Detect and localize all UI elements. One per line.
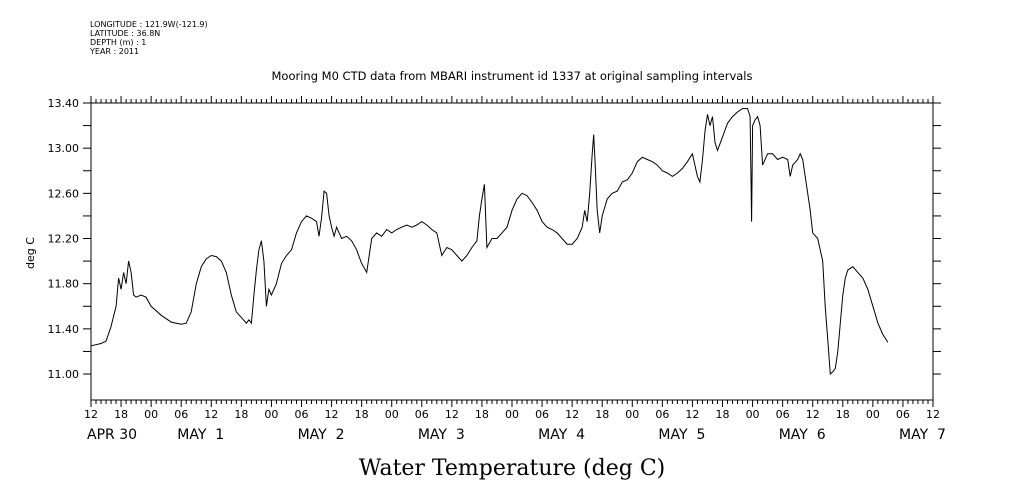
- x-tick-label: 12: [325, 408, 339, 421]
- day-labels: APR 30 MAY 1 MAY 2 MAY 3 MAY 4 MAY 5 MAY 6 MAY …: [87, 427, 946, 443]
- y-axis-label: deg C: [24, 237, 37, 269]
- metadata-block: LONGITUDE : 121.9W(-121.9) LATITUDE : 36…: [90, 20, 208, 56]
- x-tick-label: 18: [716, 408, 730, 421]
- x-tick-label: 00: [144, 408, 158, 421]
- x-tick-label: 00: [264, 408, 278, 421]
- day-label: MAY 4: [538, 427, 585, 443]
- x-tick-label: 06: [174, 408, 188, 421]
- temperature-line: [90, 108, 889, 376]
- day-label: MAY 2: [298, 427, 345, 443]
- x-tick-label: 12: [806, 408, 820, 421]
- x-tick-label: 12: [926, 408, 940, 421]
- x-tick-label: 18: [595, 408, 609, 421]
- day-label: MAY 7: [899, 427, 946, 443]
- day-label: MAY 5: [658, 427, 705, 443]
- x-tick-label: 00: [625, 408, 639, 421]
- x-tick-label: 18: [114, 408, 128, 421]
- y-tick-labels: 11.00 11.40 11.80 12.20 12.60 13.00 13.40: [48, 97, 80, 381]
- x-tick-label: 06: [776, 408, 790, 421]
- x-tick-label: 18: [355, 408, 369, 421]
- x-tick-label: 06: [655, 408, 669, 421]
- x-tick-label: 12: [204, 408, 218, 421]
- chart-title: Mooring M0 CTD data from MBARI instrumen…: [272, 69, 753, 83]
- x-tick-label: 06: [535, 408, 549, 421]
- plot-frame: [90, 102, 934, 401]
- x-tick-label: 18: [836, 408, 850, 421]
- day-label: MAY 1: [177, 427, 224, 443]
- x-tick-label: 06: [896, 408, 910, 421]
- y-tick-label: 11.80: [48, 278, 80, 291]
- day-label: APR 30: [87, 427, 137, 443]
- longitude-text: LONGITUDE : 121.9W(-121.9): [90, 20, 208, 29]
- y-tick-label: 13.40: [48, 97, 80, 110]
- x-tick-label: 00: [746, 408, 760, 421]
- day-label: MAY 6: [779, 427, 826, 443]
- y-tick-label: 12.20: [48, 233, 80, 246]
- x-tick-labels: 12 18 00 06 12 18 00 06 12 18 00 06 12 18 00 06 12 18 00 06…: [84, 408, 940, 421]
- x-tick-label: 12: [565, 408, 579, 421]
- day-label: MAY 3: [418, 427, 465, 443]
- x-tick-label: 00: [505, 408, 519, 421]
- y-tick-label: 11.00: [48, 368, 80, 381]
- year-text: YEAR : 2011: [90, 47, 140, 56]
- x-tick-label: 06: [295, 408, 309, 421]
- y-tick-label: 13.00: [48, 142, 80, 155]
- x-tick-label: 06: [415, 408, 429, 421]
- x-tick-label: 12: [445, 408, 459, 421]
- y-tick-label: 12.60: [48, 187, 80, 200]
- x-tick-label: 00: [866, 408, 880, 421]
- x-tick-label: 18: [475, 408, 489, 421]
- y-tick-label: 11.40: [48, 323, 80, 336]
- x-tick-label: 12: [685, 408, 699, 421]
- x-axis-title: Water Temperature (deg C): [359, 456, 666, 481]
- x-tick-label: 18: [234, 408, 248, 421]
- latitude-text: LATITUDE : 36.8N: [90, 29, 161, 38]
- x-tick-label: 00: [385, 408, 399, 421]
- tick-marks: [83, 96, 941, 407]
- depth-text: DEPTH (m) : 1: [90, 38, 147, 47]
- x-tick-label: 12: [84, 408, 98, 421]
